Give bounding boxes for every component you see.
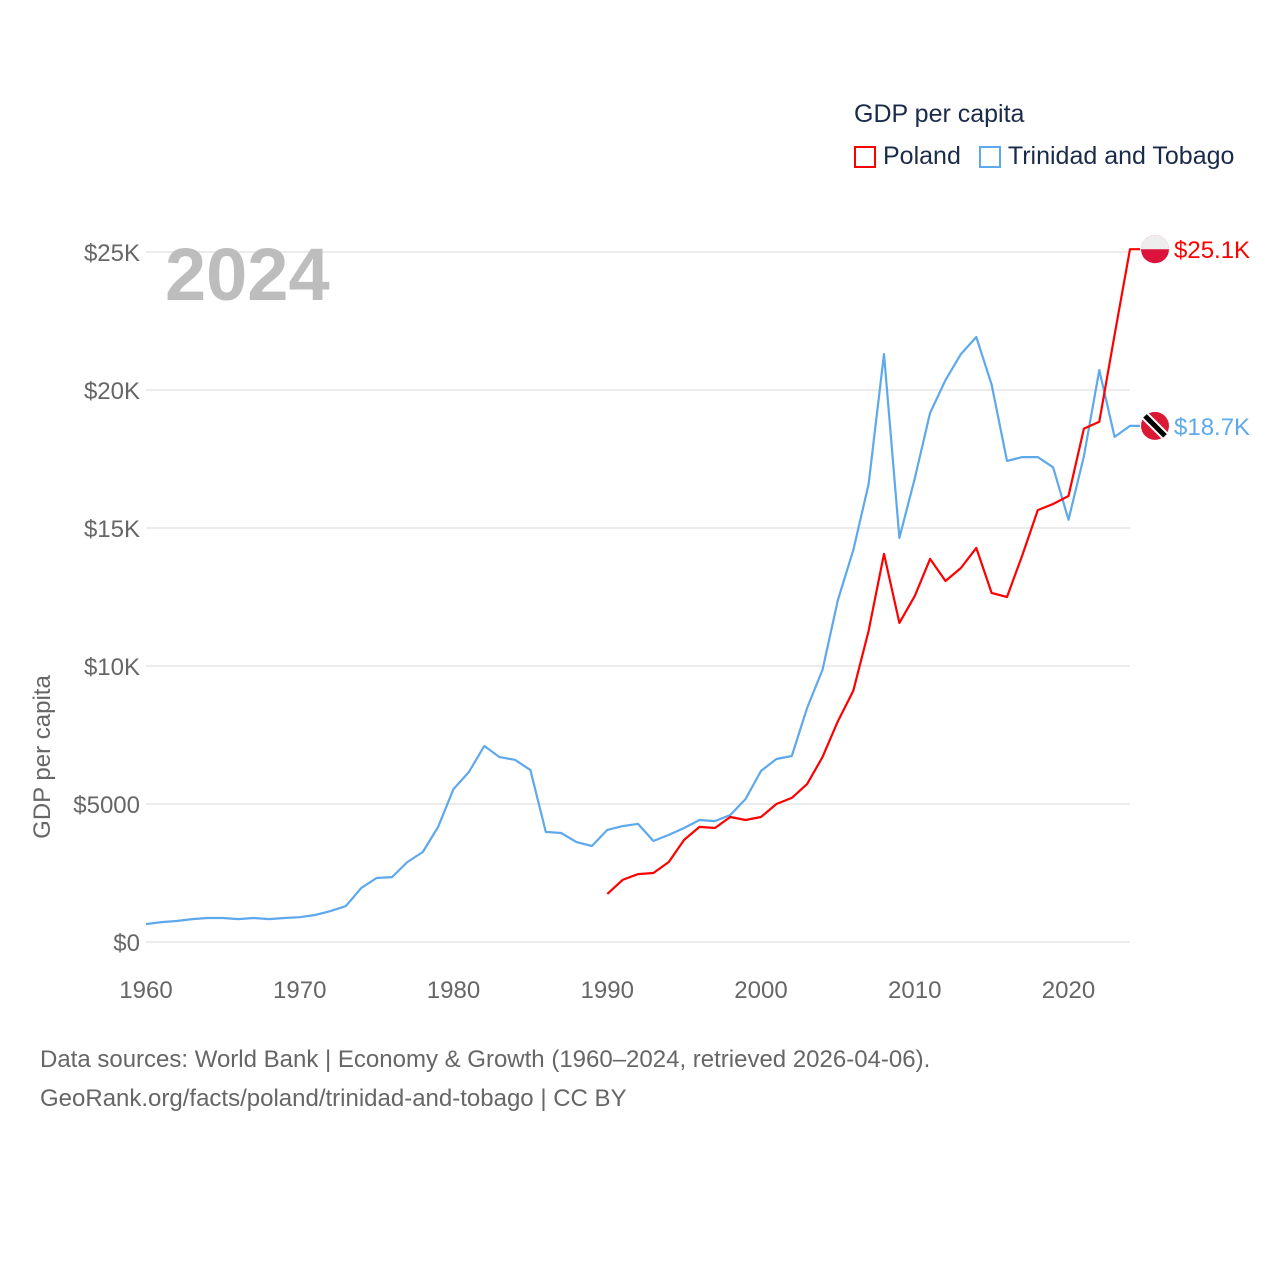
- y-tick-label: $25K: [84, 240, 140, 267]
- x-tick-label: 1970: [273, 977, 326, 1004]
- legend-item-trinidad[interactable]: Trinidad and Tobago: [978, 142, 1235, 171]
- poland-flag-icon-top: [1141, 235, 1169, 250]
- legend-swatch-trinidad: [978, 145, 1001, 168]
- series-line-poland: [606, 248, 1140, 895]
- end-value-label: $18.7K: [1174, 414, 1250, 441]
- trinidad-flag-stripe-black: [1143, 414, 1167, 438]
- legend-item-poland[interactable]: Poland: [854, 142, 961, 171]
- y-tick-label: $15K: [84, 516, 140, 543]
- x-tick-label: 1990: [581, 977, 634, 1004]
- y-tick-label: $20K: [84, 378, 140, 405]
- legend-swatch-poland: [854, 145, 876, 168]
- y-tick-label: $5000: [73, 792, 140, 819]
- x-tick-label: 2000: [734, 977, 787, 1004]
- legend-label: Poland: [883, 142, 961, 170]
- x-tick-label: 2020: [1042, 977, 1095, 1004]
- x-tick-label: 2010: [888, 977, 941, 1004]
- legend-title: GDP per capita: [854, 100, 1025, 128]
- year-label: 2024: [165, 233, 330, 316]
- legend-label: Trinidad and Tobago: [1007, 142, 1235, 170]
- y-axis-label: GDP per capita: [29, 675, 56, 839]
- source-text: Data sources: World Bank | Economy & Gro…: [40, 1046, 931, 1073]
- y-tick-label: $0: [113, 930, 140, 957]
- end-value-label: $25.1K: [1174, 237, 1250, 264]
- x-tick-label: 1980: [427, 977, 480, 1004]
- legend: Poland Trinidad and Tobago: [854, 142, 1252, 171]
- y-tick-label: $10K: [84, 654, 140, 681]
- series-line-trinidad-and-tobago: [145, 335, 1140, 926]
- source-link[interactable]: GeoRank.org/facts/poland/trinidad-and-to…: [40, 1085, 627, 1112]
- x-tick-label: 1960: [119, 977, 172, 1004]
